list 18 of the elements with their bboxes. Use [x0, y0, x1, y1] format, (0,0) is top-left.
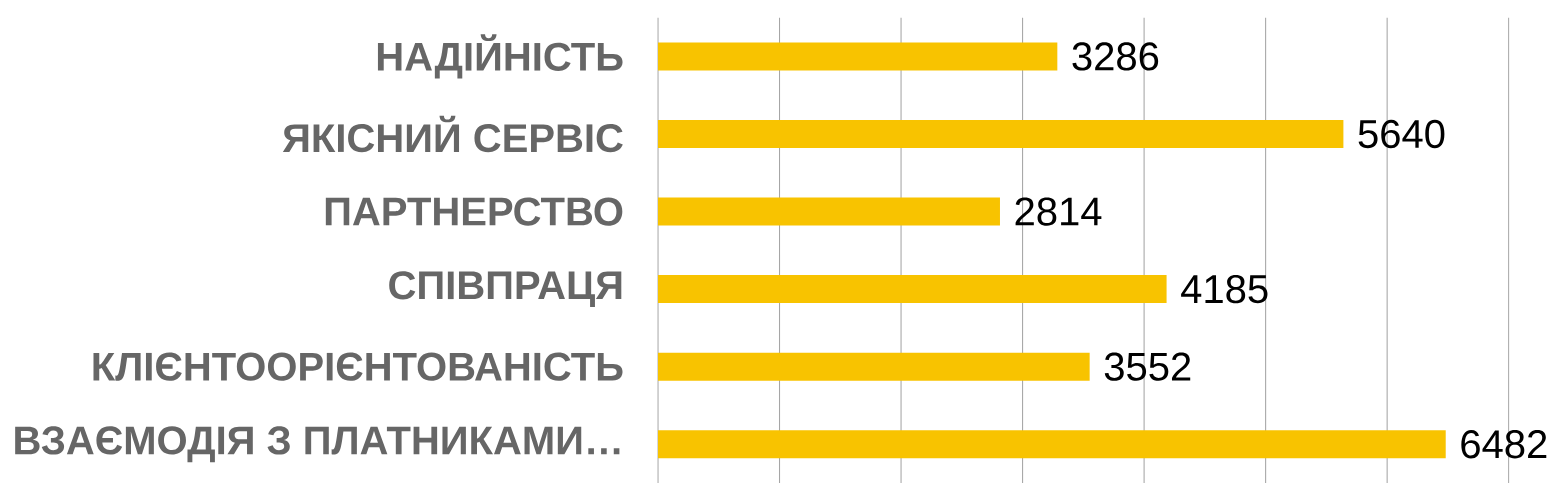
- bar: [658, 430, 1446, 459]
- y-tick-label: СПІВПРАЦЯ: [389, 271, 622, 308]
- data-label: 6482: [1461, 430, 1547, 459]
- y-tick-label: НАДІЙНІСТЬ: [377, 34, 623, 79]
- bar: [658, 120, 1344, 148]
- y-tick-label: КЛІЄНТООРІЄНТОВАНІСТЬ: [93, 352, 623, 381]
- data-label: 3552: [1104, 352, 1191, 381]
- y-tick-label: ЯКІСНИЙ СЕРВІС: [282, 115, 623, 153]
- y-tick-label: ВЗАЄМОДІЯ З ПЛАТНИКАМИ…: [15, 426, 620, 463]
- data-label: 5640: [1358, 119, 1445, 149]
- data-label: 4185: [1181, 274, 1268, 304]
- bar: [658, 197, 1000, 226]
- data-label: 3286: [1072, 42, 1159, 71]
- data-label: 2814: [1015, 197, 1102, 226]
- y-tick-label: ПАРТНЕРСТВО: [325, 197, 623, 226]
- bar: [658, 352, 1090, 381]
- bar: [658, 275, 1167, 304]
- bar: [658, 42, 1058, 71]
